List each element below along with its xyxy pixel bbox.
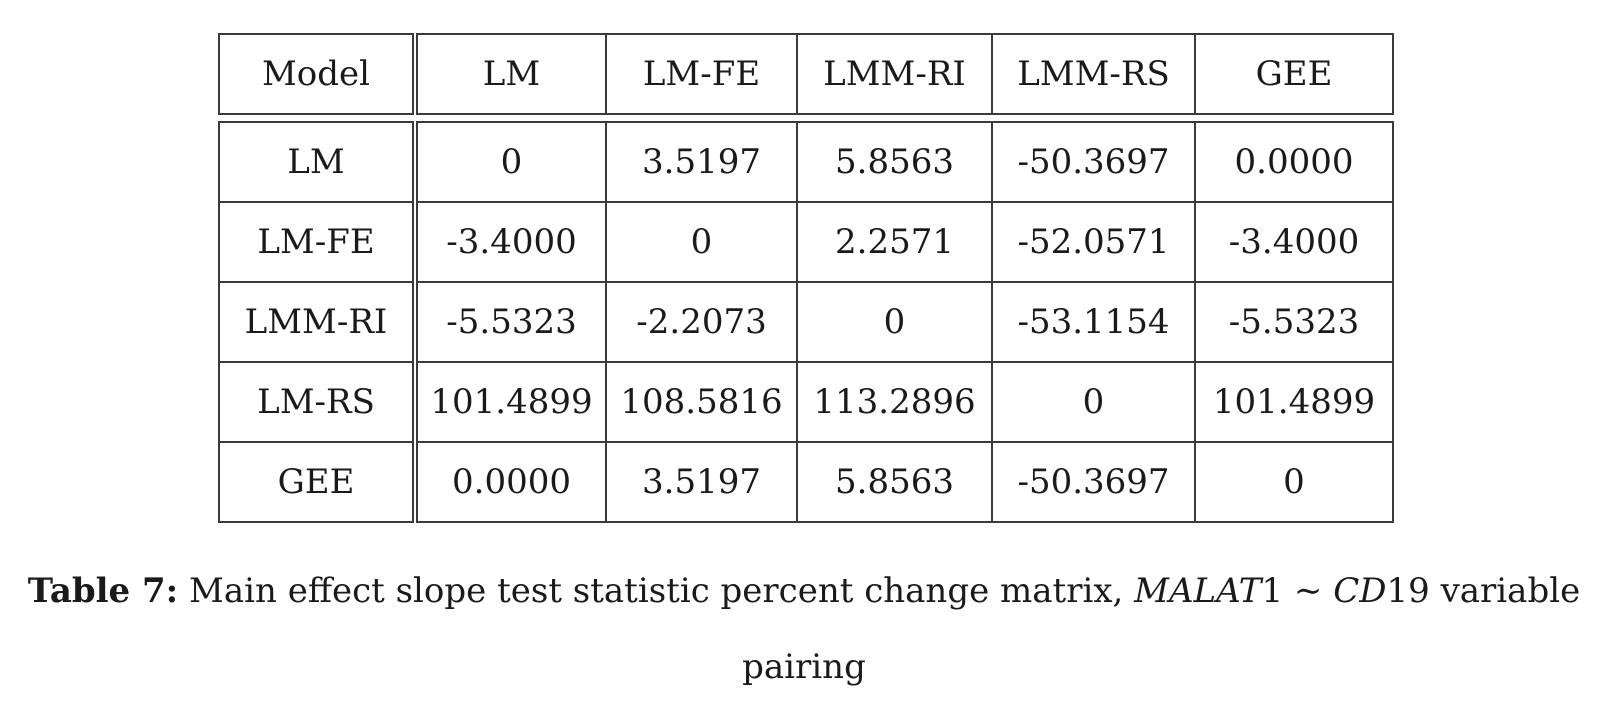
- table-cell: 0: [414, 121, 607, 203]
- table-cell: -3.4000: [1194, 201, 1394, 283]
- table-cell: 0.0000: [1194, 121, 1394, 203]
- header-cell-lmm-ri: LMM-RI: [796, 33, 993, 115]
- table-cell: -5.5323: [1194, 281, 1394, 363]
- table-cell: 5.8563: [796, 441, 993, 523]
- caption-variable-2: CD19: [1333, 571, 1430, 611]
- row-label: LM-RS: [218, 361, 418, 443]
- header-cell-lm: LM: [414, 33, 607, 115]
- header-cell-gee: GEE: [1194, 33, 1394, 115]
- table-row: LMM-RI -5.5323 -2.2073 0 -53.1154 -5.532…: [218, 281, 1394, 363]
- header-cell-lmm-rs: LMM-RS: [991, 33, 1196, 115]
- table-cell: 108.5816: [605, 361, 798, 443]
- row-label: LM-FE: [218, 201, 418, 283]
- caption-label: Table 7:: [27, 571, 179, 611]
- row-label: LMM-RI: [218, 281, 418, 363]
- table-cell: 5.8563: [796, 121, 993, 203]
- caption-tilde: ∼: [1293, 571, 1323, 611]
- table-cell: -50.3697: [991, 121, 1196, 203]
- table-container: Model LM LM-FE LMM-RI LMM-RS GEE LM 0 3.…: [218, 33, 1394, 523]
- table-cell: 0: [796, 281, 993, 363]
- table-cell: 0: [1194, 441, 1394, 523]
- table-cell: -53.1154: [991, 281, 1196, 363]
- table-cell: 101.4899: [414, 361, 607, 443]
- table-row: GEE 0.0000 3.5197 5.8563 -50.3697 0: [218, 441, 1394, 523]
- caption-text-end: variable: [1440, 571, 1581, 611]
- caption-line-1: Table 7: Main effect slope test statisti…: [0, 553, 1608, 629]
- table-cell: 0: [605, 201, 798, 283]
- table-row: LM 0 3.5197 5.8563 -50.3697 0.0000: [218, 121, 1394, 203]
- caption-text: Main effect slope test statistic percent…: [189, 571, 1124, 611]
- table-cell: -52.0571: [991, 201, 1196, 283]
- table-cell: -50.3697: [991, 441, 1196, 523]
- caption-line-2: pairing: [742, 647, 866, 687]
- table-row: LM-FE -3.4000 0 2.2571 -52.0571 -3.4000: [218, 201, 1394, 283]
- table-header-row: Model LM LM-FE LMM-RI LMM-RS GEE: [218, 33, 1394, 115]
- caption-variable-1: MALAT1: [1134, 571, 1284, 611]
- header-separator: [219, 113, 1393, 123]
- table-cell: 113.2896: [796, 361, 993, 443]
- row-label: LM: [218, 121, 418, 203]
- table-row: LM-RS 101.4899 108.5816 113.2896 0 101.4…: [218, 361, 1394, 443]
- table-cell: -5.5323: [414, 281, 607, 363]
- row-label: GEE: [218, 441, 418, 523]
- table-cell: 0.0000: [414, 441, 607, 523]
- table-cell: 0: [991, 361, 1196, 443]
- percent-change-matrix-table: Model LM LM-FE LMM-RI LMM-RS GEE LM 0 3.…: [218, 33, 1394, 523]
- table-cell: -2.2073: [605, 281, 798, 363]
- table-cell: 3.5197: [605, 441, 798, 523]
- table-cell: 101.4899: [1194, 361, 1394, 443]
- table-cell: -3.4000: [414, 201, 607, 283]
- header-cell-model: Model: [218, 33, 418, 115]
- table-caption: Table 7: Main effect slope test statisti…: [0, 553, 1608, 705]
- header-cell-lm-fe: LM-FE: [605, 33, 798, 115]
- table-cell: 2.2571: [796, 201, 993, 283]
- table-cell: 3.5197: [605, 121, 798, 203]
